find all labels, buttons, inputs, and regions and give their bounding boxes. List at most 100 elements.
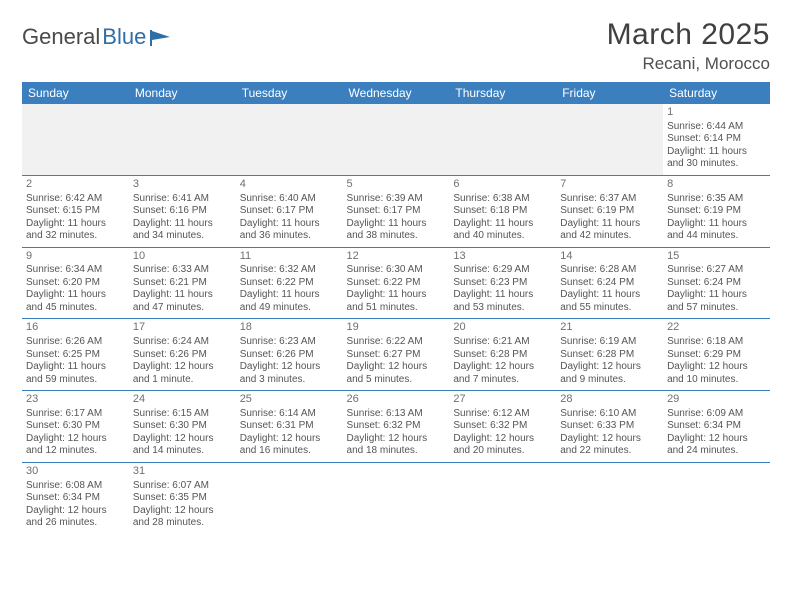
daylight-line: Daylight: 12 hours and 9 minutes. xyxy=(560,361,659,386)
sunset-line: Sunset: 6:33 PM xyxy=(560,420,659,433)
daylight-line: Daylight: 11 hours and 45 minutes. xyxy=(26,289,125,314)
calendar-cell: 21Sunrise: 6:19 AMSunset: 6:28 PMDayligh… xyxy=(556,319,663,391)
day-number: 8 xyxy=(667,178,766,192)
daylight-line: Daylight: 12 hours and 26 minutes. xyxy=(26,505,125,530)
day-number: 24 xyxy=(133,393,232,407)
day-number: 23 xyxy=(26,393,125,407)
logo-text-1: General xyxy=(22,24,100,50)
sunrise-line: Sunrise: 6:14 AM xyxy=(240,408,339,421)
day-number: 22 xyxy=(667,321,766,335)
sunset-line: Sunset: 6:32 PM xyxy=(453,420,552,433)
calendar-cell xyxy=(556,104,663,175)
daylight-line: Daylight: 11 hours and 55 minutes. xyxy=(560,289,659,314)
day-number: 5 xyxy=(347,178,446,192)
sunrise-line: Sunrise: 6:07 AM xyxy=(133,480,232,493)
day-number: 15 xyxy=(667,250,766,264)
day-number: 13 xyxy=(453,250,552,264)
sunset-line: Sunset: 6:32 PM xyxy=(347,420,446,433)
sunset-line: Sunset: 6:27 PM xyxy=(347,349,446,362)
sunset-line: Sunset: 6:20 PM xyxy=(26,277,125,290)
daylight-line: Daylight: 12 hours and 14 minutes. xyxy=(133,433,232,458)
day-number: 14 xyxy=(560,250,659,264)
sunset-line: Sunset: 6:25 PM xyxy=(26,349,125,362)
day-number: 27 xyxy=(453,393,552,407)
sunrise-line: Sunrise: 6:32 AM xyxy=(240,264,339,277)
daylight-line: Daylight: 11 hours and 34 minutes. xyxy=(133,218,232,243)
sunset-line: Sunset: 6:26 PM xyxy=(133,349,232,362)
sunrise-line: Sunrise: 6:26 AM xyxy=(26,336,125,349)
sunset-line: Sunset: 6:14 PM xyxy=(667,133,766,146)
sunrise-line: Sunrise: 6:09 AM xyxy=(667,408,766,421)
sunset-line: Sunset: 6:18 PM xyxy=(453,205,552,218)
sunset-line: Sunset: 6:28 PM xyxy=(560,349,659,362)
sunset-line: Sunset: 6:35 PM xyxy=(133,492,232,505)
sunrise-line: Sunrise: 6:39 AM xyxy=(347,193,446,206)
sunrise-line: Sunrise: 6:17 AM xyxy=(26,408,125,421)
sunrise-line: Sunrise: 6:34 AM xyxy=(26,264,125,277)
sunset-line: Sunset: 6:26 PM xyxy=(240,349,339,362)
sunrise-line: Sunrise: 6:38 AM xyxy=(453,193,552,206)
col-tuesday: Tuesday xyxy=(236,82,343,104)
daylight-line: Daylight: 11 hours and 44 minutes. xyxy=(667,218,766,243)
daylight-line: Daylight: 11 hours and 49 minutes. xyxy=(240,289,339,314)
calendar-cell: 9Sunrise: 6:34 AMSunset: 6:20 PMDaylight… xyxy=(22,247,129,319)
calendar-cell: 29Sunrise: 6:09 AMSunset: 6:34 PMDayligh… xyxy=(663,391,770,463)
sunrise-line: Sunrise: 6:28 AM xyxy=(560,264,659,277)
daylight-line: Daylight: 11 hours and 30 minutes. xyxy=(667,146,766,171)
daylight-line: Daylight: 12 hours and 22 minutes. xyxy=(560,433,659,458)
calendar-cell xyxy=(236,104,343,175)
calendar-cell: 17Sunrise: 6:24 AMSunset: 6:26 PMDayligh… xyxy=(129,319,236,391)
calendar-cell: 22Sunrise: 6:18 AMSunset: 6:29 PMDayligh… xyxy=(663,319,770,391)
calendar-cell: 16Sunrise: 6:26 AMSunset: 6:25 PMDayligh… xyxy=(22,319,129,391)
day-number: 17 xyxy=(133,321,232,335)
sunset-line: Sunset: 6:16 PM xyxy=(133,205,232,218)
calendar-cell: 5Sunrise: 6:39 AMSunset: 6:17 PMDaylight… xyxy=(343,175,450,247)
logo-text-2: Blue xyxy=(102,24,146,50)
calendar-table: Sunday Monday Tuesday Wednesday Thursday… xyxy=(22,82,770,534)
day-number: 20 xyxy=(453,321,552,335)
calendar-cell: 23Sunrise: 6:17 AMSunset: 6:30 PMDayligh… xyxy=(22,391,129,463)
calendar-row: 9Sunrise: 6:34 AMSunset: 6:20 PMDaylight… xyxy=(22,247,770,319)
daylight-line: Daylight: 11 hours and 42 minutes. xyxy=(560,218,659,243)
sunset-line: Sunset: 6:22 PM xyxy=(347,277,446,290)
day-number: 26 xyxy=(347,393,446,407)
sunset-line: Sunset: 6:30 PM xyxy=(26,420,125,433)
calendar-cell: 31Sunrise: 6:07 AMSunset: 6:35 PMDayligh… xyxy=(129,462,236,533)
sunrise-line: Sunrise: 6:44 AM xyxy=(667,121,766,134)
location-label: Recani, Morocco xyxy=(607,54,770,74)
header: GeneralBlue March 2025 Recani, Morocco xyxy=(22,18,770,74)
daylight-line: Daylight: 11 hours and 57 minutes. xyxy=(667,289,766,314)
day-number: 28 xyxy=(560,393,659,407)
daylight-line: Daylight: 12 hours and 24 minutes. xyxy=(667,433,766,458)
sunrise-line: Sunrise: 6:19 AM xyxy=(560,336,659,349)
calendar-cell: 1Sunrise: 6:44 AMSunset: 6:14 PMDaylight… xyxy=(663,104,770,175)
col-thursday: Thursday xyxy=(449,82,556,104)
calendar-cell: 6Sunrise: 6:38 AMSunset: 6:18 PMDaylight… xyxy=(449,175,556,247)
calendar-cell: 2Sunrise: 6:42 AMSunset: 6:15 PMDaylight… xyxy=(22,175,129,247)
calendar-cell xyxy=(449,104,556,175)
day-number: 3 xyxy=(133,178,232,192)
calendar-cell: 8Sunrise: 6:35 AMSunset: 6:19 PMDaylight… xyxy=(663,175,770,247)
sunrise-line: Sunrise: 6:40 AM xyxy=(240,193,339,206)
calendar-cell xyxy=(343,104,450,175)
calendar-cell: 13Sunrise: 6:29 AMSunset: 6:23 PMDayligh… xyxy=(449,247,556,319)
day-number: 4 xyxy=(240,178,339,192)
calendar-cell xyxy=(129,104,236,175)
daylight-line: Daylight: 11 hours and 51 minutes. xyxy=(347,289,446,314)
calendar-cell xyxy=(343,462,450,533)
daylight-line: Daylight: 12 hours and 18 minutes. xyxy=(347,433,446,458)
daylight-line: Daylight: 12 hours and 28 minutes. xyxy=(133,505,232,530)
day-number: 9 xyxy=(26,250,125,264)
sunrise-line: Sunrise: 6:22 AM xyxy=(347,336,446,349)
calendar-cell xyxy=(22,104,129,175)
daylight-line: Daylight: 12 hours and 10 minutes. xyxy=(667,361,766,386)
sunset-line: Sunset: 6:34 PM xyxy=(667,420,766,433)
sunrise-line: Sunrise: 6:12 AM xyxy=(453,408,552,421)
sunset-line: Sunset: 6:19 PM xyxy=(667,205,766,218)
sunset-line: Sunset: 6:23 PM xyxy=(453,277,552,290)
day-number: 21 xyxy=(560,321,659,335)
calendar-cell: 30Sunrise: 6:08 AMSunset: 6:34 PMDayligh… xyxy=(22,462,129,533)
calendar-cell: 20Sunrise: 6:21 AMSunset: 6:28 PMDayligh… xyxy=(449,319,556,391)
daylight-line: Daylight: 12 hours and 7 minutes. xyxy=(453,361,552,386)
sunset-line: Sunset: 6:34 PM xyxy=(26,492,125,505)
